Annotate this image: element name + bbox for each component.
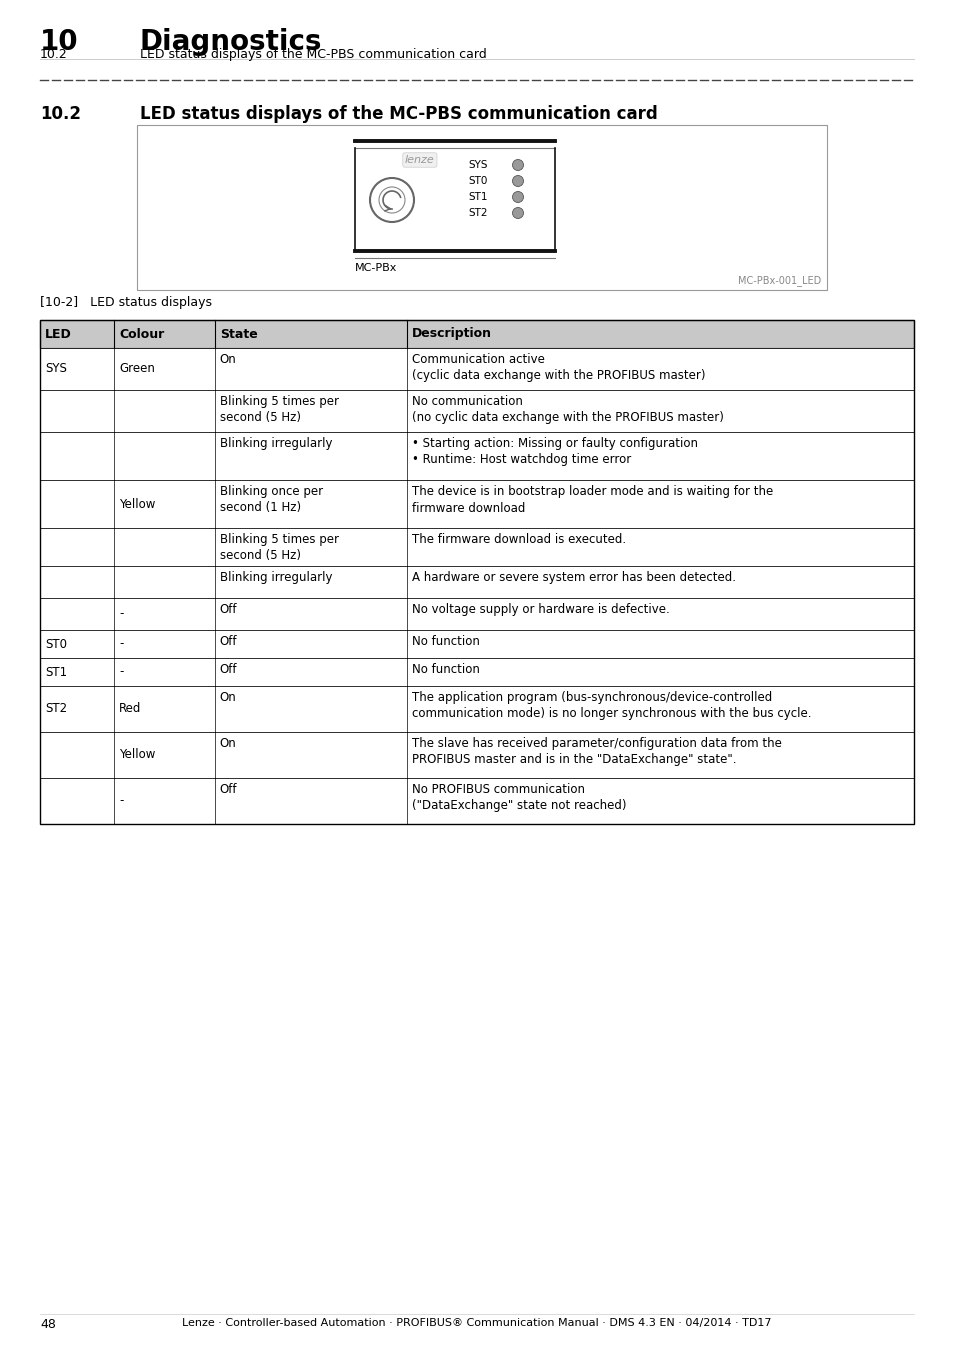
Text: No voltage supply or hardware is defective.: No voltage supply or hardware is defecti… — [412, 603, 669, 616]
Text: Yellow: Yellow — [119, 748, 155, 761]
Text: Green: Green — [119, 363, 155, 375]
Text: Yellow: Yellow — [119, 498, 155, 510]
Text: Description: Description — [412, 328, 492, 340]
Text: On: On — [219, 737, 236, 751]
Bar — [40, 320, 913, 824]
Text: [10-2]   LED status displays: [10-2] LED status displays — [40, 296, 212, 309]
Text: LED status displays of the MC-PBS communication card: LED status displays of the MC-PBS commun… — [140, 105, 657, 123]
Text: Red: Red — [119, 702, 141, 716]
Bar — [40, 481, 913, 528]
Bar — [40, 778, 913, 824]
Text: LED: LED — [45, 328, 71, 340]
Bar — [40, 598, 913, 630]
Circle shape — [512, 192, 523, 202]
Text: 10.2: 10.2 — [40, 105, 81, 123]
Text: ST0: ST0 — [468, 176, 487, 186]
Bar — [40, 657, 913, 686]
Bar — [40, 630, 913, 657]
Text: Off: Off — [219, 634, 237, 648]
Text: The device is in bootstrap loader mode and is waiting for the
firmware download: The device is in bootstrap loader mode a… — [412, 485, 773, 514]
Bar — [40, 686, 913, 732]
Bar — [40, 566, 913, 598]
Bar — [137, 126, 826, 290]
Text: Off: Off — [219, 783, 237, 796]
Text: Off: Off — [219, 603, 237, 616]
Text: Communication active
(cyclic data exchange with the PROFIBUS master): Communication active (cyclic data exchan… — [412, 352, 705, 382]
Text: lenze: lenze — [405, 155, 435, 165]
Text: SYS: SYS — [45, 363, 67, 375]
Text: Blinking irregularly: Blinking irregularly — [219, 437, 332, 450]
Text: -: - — [119, 795, 124, 807]
Text: 10.2: 10.2 — [40, 49, 68, 61]
Text: A hardware or severe system error has been detected.: A hardware or severe system error has be… — [412, 571, 736, 585]
Text: Blinking 5 times per
second (5 Hz): Blinking 5 times per second (5 Hz) — [219, 533, 338, 563]
Text: 48: 48 — [40, 1318, 56, 1331]
Text: Diagnostics: Diagnostics — [140, 28, 322, 55]
Text: Blinking 5 times per
second (5 Hz): Blinking 5 times per second (5 Hz) — [219, 396, 338, 424]
Bar — [40, 320, 913, 348]
Text: MC-PBx-001_LED: MC-PBx-001_LED — [737, 275, 821, 286]
Bar — [40, 732, 913, 778]
Text: The application program (bus-synchronous/device-controlled
communication mode) i: The application program (bus-synchronous… — [412, 691, 811, 721]
Text: -: - — [119, 608, 124, 621]
Text: 10: 10 — [40, 28, 78, 55]
Text: ST2: ST2 — [468, 208, 487, 217]
Text: -: - — [119, 637, 124, 651]
Text: Blinking irregularly: Blinking irregularly — [219, 571, 332, 585]
Text: On: On — [219, 691, 236, 703]
Circle shape — [512, 176, 523, 186]
Bar — [40, 528, 913, 566]
Text: Blinking once per
second (1 Hz): Blinking once per second (1 Hz) — [219, 485, 322, 514]
Text: State: State — [219, 328, 257, 340]
Text: SYS: SYS — [468, 161, 487, 170]
Text: ST0: ST0 — [45, 637, 67, 651]
Text: No function: No function — [412, 663, 479, 676]
Text: LED status displays of the MC-PBS communication card: LED status displays of the MC-PBS commun… — [140, 49, 486, 61]
Text: Colour: Colour — [119, 328, 164, 340]
Text: The slave has received parameter/configuration data from the
PROFIBUS master and: The slave has received parameter/configu… — [412, 737, 781, 767]
Text: MC-PBx: MC-PBx — [355, 263, 397, 273]
Bar — [40, 348, 913, 390]
Circle shape — [512, 208, 523, 219]
Text: • Starting action: Missing or faulty configuration
• Runtime: Host watchdog time: • Starting action: Missing or faulty con… — [412, 437, 698, 467]
Text: No function: No function — [412, 634, 479, 648]
Text: No communication
(no cyclic data exchange with the PROFIBUS master): No communication (no cyclic data exchang… — [412, 396, 723, 424]
Bar — [40, 432, 913, 481]
Text: On: On — [219, 352, 236, 366]
Text: Off: Off — [219, 663, 237, 676]
Text: ST1: ST1 — [45, 666, 67, 679]
Text: -: - — [119, 666, 124, 679]
Text: ST1: ST1 — [468, 192, 487, 202]
Circle shape — [512, 159, 523, 170]
Bar — [40, 390, 913, 432]
Text: No PROFIBUS communication
("DataExchange" state not reached): No PROFIBUS communication ("DataExchange… — [412, 783, 626, 813]
Text: ST2: ST2 — [45, 702, 67, 716]
Text: Lenze · Controller-based Automation · PROFIBUS® Communication Manual · DMS 4.3 E: Lenze · Controller-based Automation · PR… — [182, 1318, 771, 1328]
Text: The firmware download is executed.: The firmware download is executed. — [412, 533, 625, 545]
